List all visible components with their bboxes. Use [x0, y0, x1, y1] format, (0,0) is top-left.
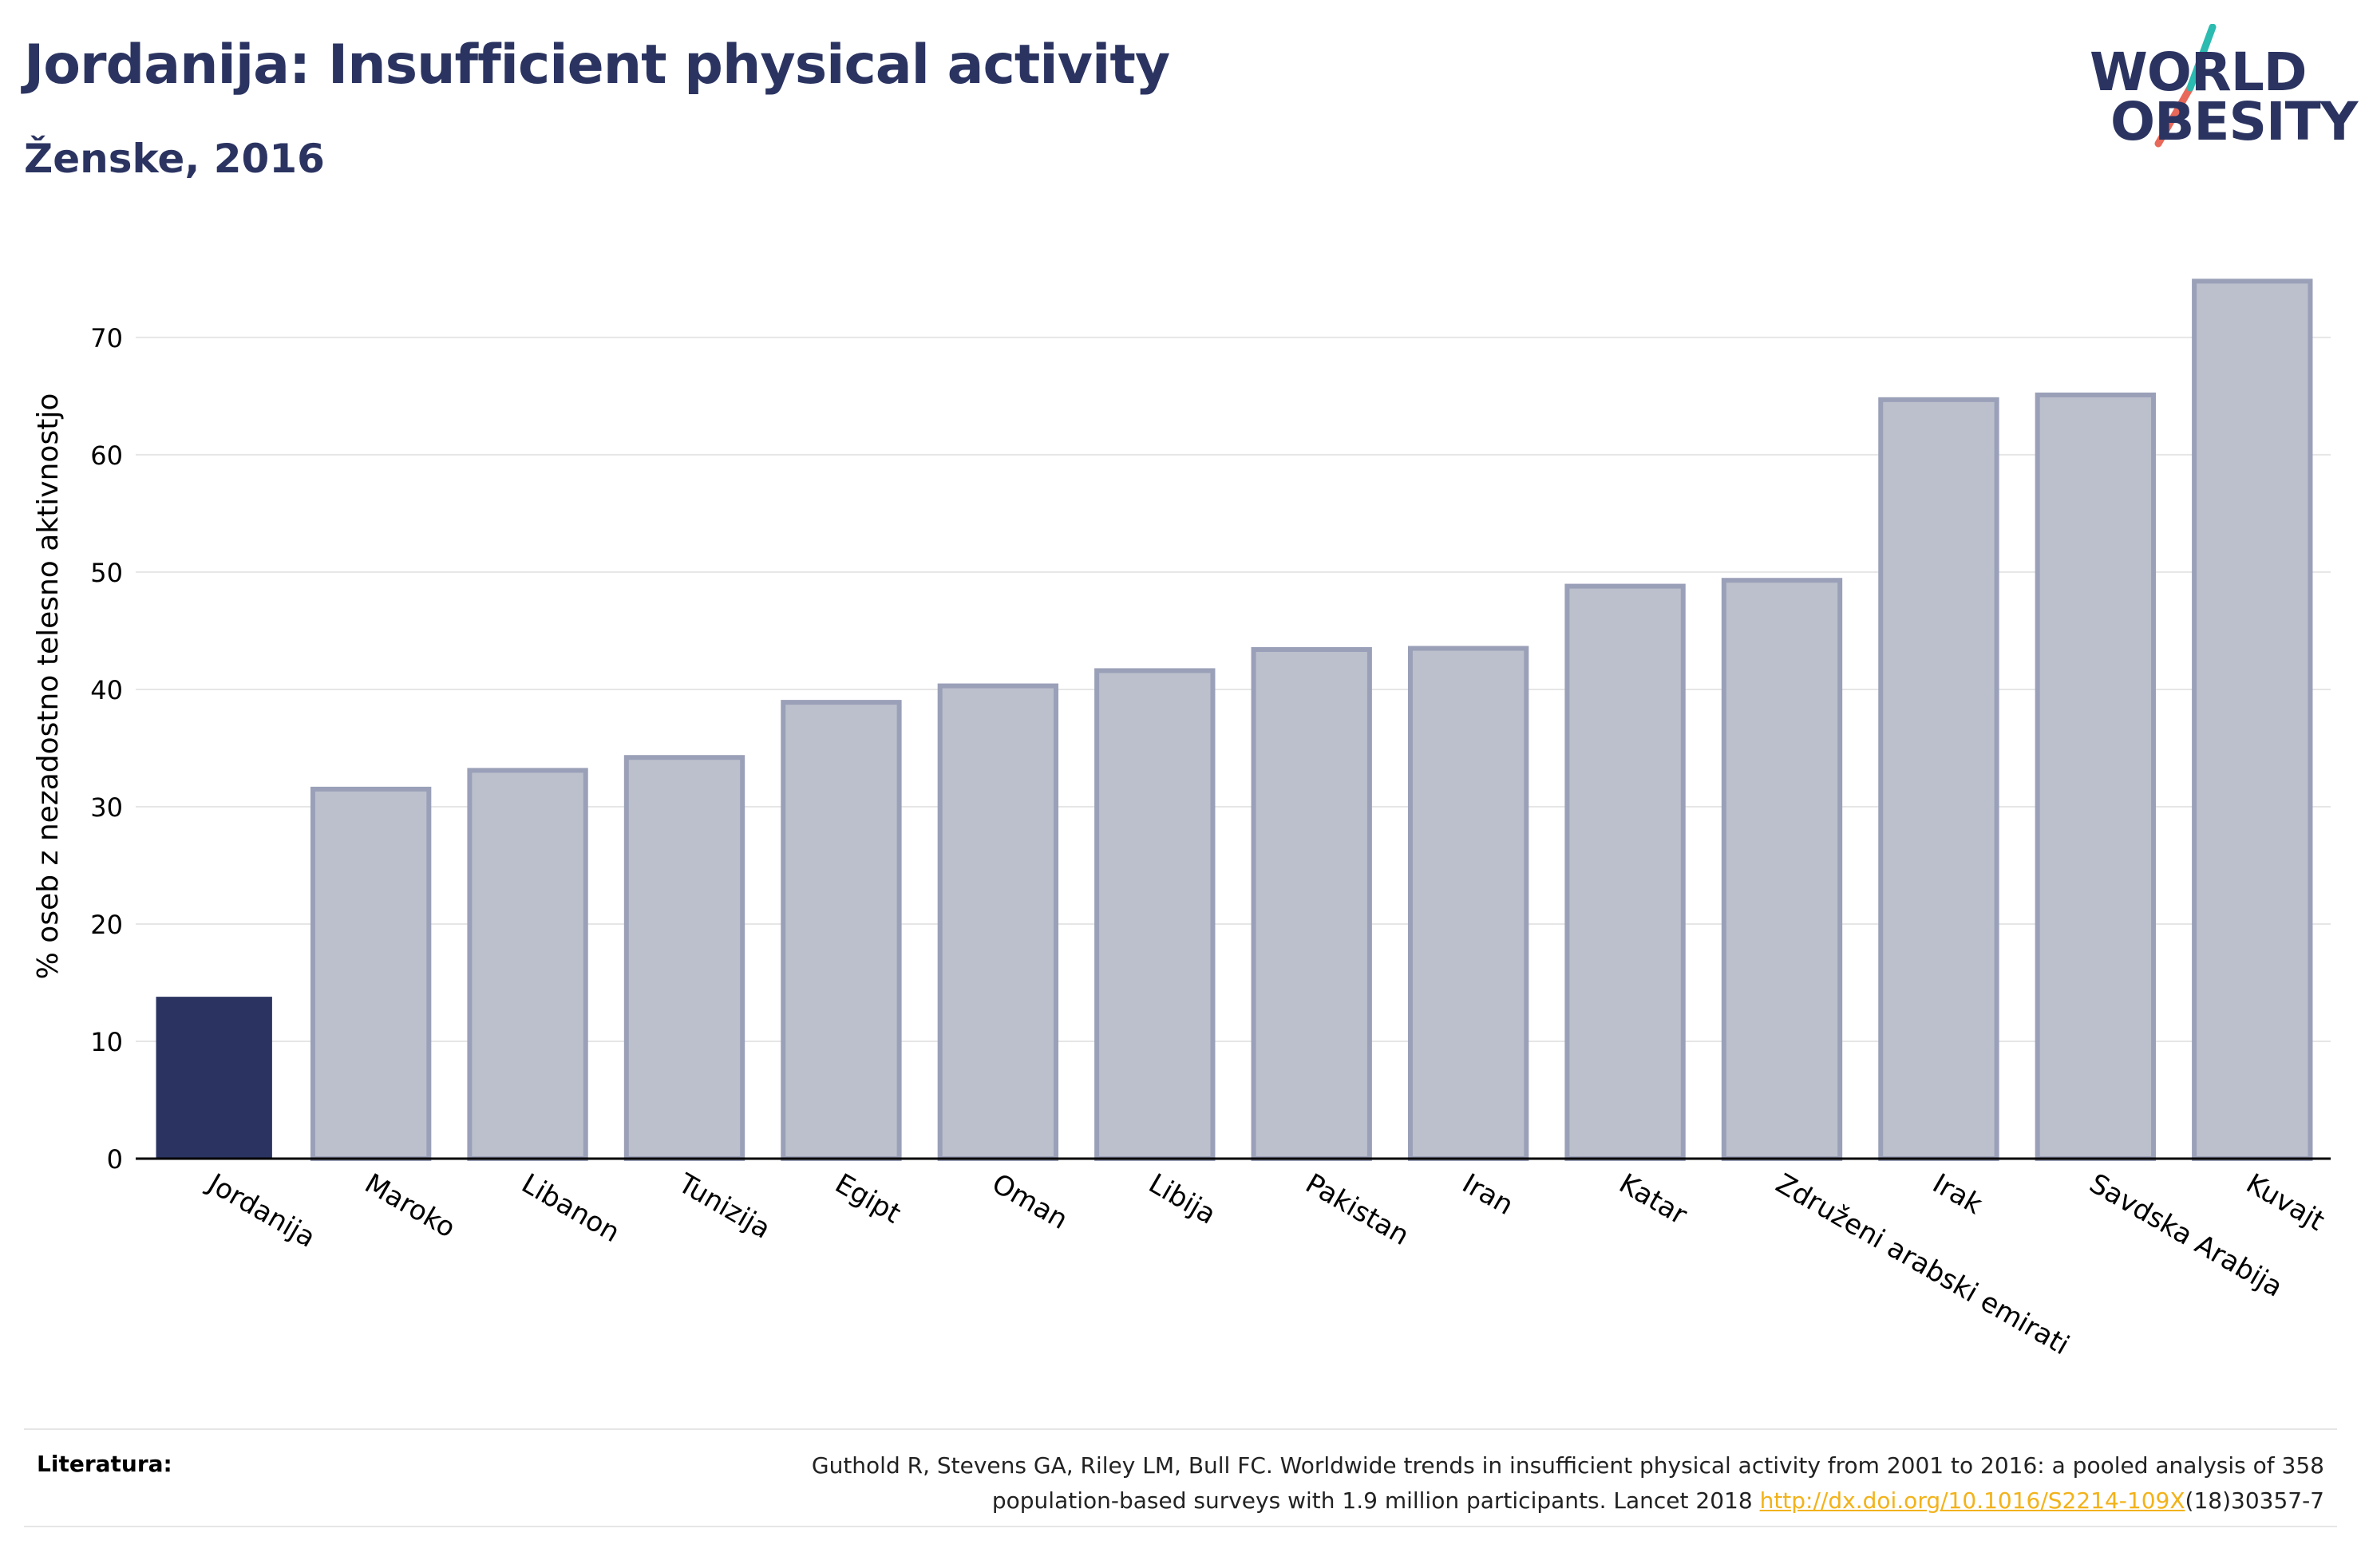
y-tick-label: 10 [90, 1027, 123, 1057]
logo-text-obesity: OBESITY [2110, 91, 2358, 152]
logo-slash-icon [2154, 24, 2217, 148]
x-tick-label: Pakistan [1300, 1167, 1414, 1252]
bar-iran [1407, 646, 1529, 1161]
bar-zdru-eni-arabski-emirati [1721, 578, 1843, 1161]
x-tick-label: Iran [1457, 1167, 1518, 1222]
y-tick-label: 70 [90, 323, 123, 353]
bar-kuvajt [2192, 278, 2313, 1161]
bar-pakistan [1251, 646, 1372, 1161]
bar-maroko [310, 786, 432, 1162]
x-tick-label: Irak [1927, 1167, 1987, 1221]
chart-subtitle: Ženske, 2016 [24, 136, 325, 182]
citation-line2: population-based surveys with 1.9 millio… [991, 1487, 1760, 1514]
citation-line1: Guthold R, Stevens GA, Riley LM, Bull FC… [811, 1452, 2324, 1479]
bar-tunizija [623, 755, 745, 1161]
bars [156, 278, 2313, 1162]
bar-libija [1094, 668, 1216, 1161]
bar-jordanija [156, 997, 272, 1159]
footer-divider-bottom [24, 1526, 2337, 1527]
y-tick-label: 0 [107, 1144, 123, 1175]
references-citation: Guthold R, Stevens GA, Riley LM, Bull FC… [568, 1448, 2324, 1519]
bar-libanon [467, 768, 588, 1161]
y-tick-label: 60 [90, 440, 123, 471]
x-tick-label: Oman [987, 1167, 1074, 1236]
x-tick-label: Združeni arabski emirati [1770, 1167, 2074, 1361]
chart-title: Jordanija: Insufficient physical activit… [24, 34, 1170, 97]
y-axis-label: % oseb z nezadostno telesno aktivnostjo [32, 393, 65, 980]
y-tick-label: 50 [90, 558, 123, 588]
bar-chart: 0 10 20 30 40 50 60 70 Jordanija Maroko Libanon Tun… [32, 278, 2331, 1361]
y-tick-label: 40 [90, 675, 123, 705]
bar-irak [1878, 397, 1999, 1161]
x-tick-label: Libanon [516, 1167, 626, 1249]
footer-divider-top [24, 1428, 2337, 1430]
citation-line2-end: (18)30357-7 [2185, 1487, 2324, 1514]
citation-doi-link[interactable]: http://dx.doi.org/10.1016/S2214-109X [1759, 1487, 2185, 1514]
x-tick-label: Jordanija [201, 1167, 321, 1254]
y-tick-label: 30 [90, 792, 123, 823]
references-label: Literatura: [37, 1451, 172, 1477]
world-obesity-logo: WORLD OBESITY [2090, 24, 2358, 168]
x-tick-label: Egipt [829, 1167, 906, 1230]
bar-katar [1564, 583, 1686, 1161]
bar-egipt [781, 700, 902, 1161]
bar-savdska-arabija [2035, 392, 2157, 1162]
logo-text-world: WORLD [2090, 41, 2308, 103]
gridlines [136, 336, 2331, 1042]
x-tick-label: Kuvajt [2240, 1167, 2330, 1238]
x-tick-label: Katar [1614, 1167, 1693, 1231]
y-tick-label: 20 [90, 910, 123, 940]
bar-oman [937, 683, 1059, 1161]
x-tick-label: Libija [1143, 1167, 1221, 1230]
x-tick-label: Maroko [359, 1167, 461, 1244]
x-tick-label: Tunizija [672, 1167, 776, 1246]
